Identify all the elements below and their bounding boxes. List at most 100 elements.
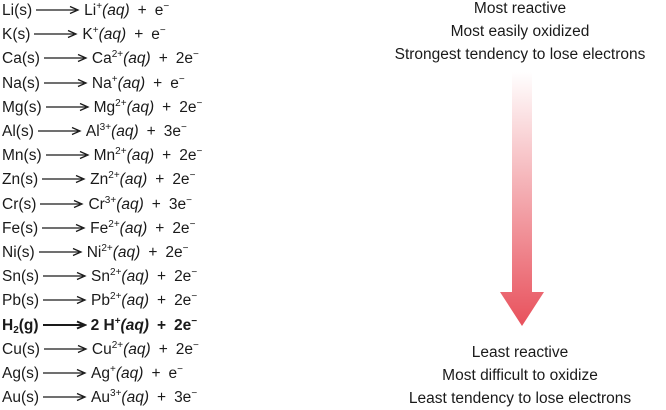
ion-charge: 2+ <box>101 243 113 254</box>
ion-state: (aq) <box>119 219 148 237</box>
reactant-symbol: Sn <box>2 268 21 286</box>
electrons: 2e <box>179 98 197 116</box>
reactant: Li(s) <box>2 0 32 22</box>
electrons: 2e <box>174 292 192 310</box>
plus-sign: + <box>146 123 156 140</box>
electron-charge: − <box>186 194 192 206</box>
products: Zn2+(aq) +2e− <box>90 169 195 191</box>
reactant: Na(s) <box>2 73 40 95</box>
plus-sign: + <box>153 74 163 92</box>
ion-symbol: Li <box>84 2 97 19</box>
reactant-state: (s) <box>20 219 39 237</box>
reaction-arrow-icon <box>36 5 80 15</box>
reactant-state: (s) <box>16 244 35 261</box>
electrons: 2e <box>175 50 194 68</box>
reactant-state: (s) <box>21 74 40 92</box>
note-most-easily-oxidized: Most easily oxidized <box>450 23 590 40</box>
products: Fe2+(aq) +2e− <box>90 218 195 240</box>
ion-state: (aq) <box>112 244 141 261</box>
reactant-state: (s) <box>21 340 40 358</box>
reactant: Cr(s) <box>2 194 36 216</box>
plus-sign: + <box>157 292 167 310</box>
ion-state: (aq) <box>102 2 130 19</box>
reactant-symbol: Na <box>2 74 22 92</box>
reaction-arrow-icon <box>43 296 87 305</box>
reactant-state: (s) <box>20 171 39 189</box>
reaction-row: Ni(s) Ni2+(aq) +2e− <box>2 242 189 264</box>
ion-charge: 3+ <box>104 194 117 206</box>
reactant-symbol: Au <box>2 389 21 407</box>
plus-sign: + <box>137 2 147 19</box>
electrons: 3e <box>168 195 187 213</box>
reaction-arrow-icon <box>43 368 87 378</box>
products: Pb2+(aq) +2e− <box>91 290 197 312</box>
note-least-tendency: Least tendency to lose electrons <box>408 390 632 407</box>
ion-charge: 3+ <box>110 388 122 400</box>
plus-sign: + <box>134 26 144 44</box>
reaction-row: Ca(s) Ca2+(aq) +2e− <box>2 48 199 70</box>
reaction-arrow-icon <box>42 223 86 232</box>
products: 2 H+(aq) +2e− <box>91 315 198 337</box>
ion-coefficient: 2 <box>90 316 104 334</box>
ion-symbol: Cu <box>91 340 112 358</box>
reactant-state: (s) <box>12 26 31 44</box>
ion-symbol: Pb <box>91 292 111 310</box>
reactant: Al(s) <box>2 121 34 143</box>
reactant-state: (s) <box>23 98 42 116</box>
ion-charge: 2+ <box>111 339 124 351</box>
ion-state: (aq) <box>121 268 149 286</box>
products: Mg2+(aq) +2e− <box>94 97 203 119</box>
reactant: Zn(s) <box>2 169 38 191</box>
electron-charge: − <box>193 339 199 351</box>
ion-charge: 2+ <box>115 146 127 158</box>
reaction-row: Fe(s) Fe2+(aq) +2e− <box>2 218 195 240</box>
reaction-arrow-icon <box>42 175 86 184</box>
ion-charge: + <box>110 364 116 375</box>
reactant: Fe(s) <box>2 218 38 240</box>
ion-state: (aq) <box>123 50 151 68</box>
electrons: e <box>170 74 179 92</box>
ion-charge: + <box>96 1 103 12</box>
electron-charge: − <box>180 122 187 133</box>
top-notes: Most reactive Most easily oxidized Stron… <box>370 0 666 66</box>
ion-symbol: Al <box>85 123 100 140</box>
ion-charge: 2+ <box>115 97 127 109</box>
plus-sign: + <box>162 147 172 165</box>
ion-charge: 2+ <box>108 218 120 230</box>
plus-sign: + <box>158 340 168 358</box>
reactant: H2(g) <box>2 315 39 337</box>
electrons: 2e <box>174 316 192 334</box>
ion-state: (aq) <box>111 123 139 140</box>
ion-charge: 3+ <box>99 122 112 133</box>
reactant: Mn(s) <box>2 145 42 167</box>
electron-charge: − <box>159 25 166 37</box>
reactant-symbol: Cr <box>2 195 19 213</box>
reaction-arrow-icon <box>45 102 90 111</box>
reactant-symbol: Pb <box>2 292 21 310</box>
ion-symbol: H <box>103 316 115 334</box>
ion-symbol: Sn <box>91 268 111 286</box>
ion-symbol: Au <box>91 389 111 407</box>
plus-sign: + <box>155 219 165 237</box>
reactant-symbol: Zn <box>2 171 21 189</box>
ion-symbol: Ni <box>86 244 102 261</box>
reactant-state: (s) <box>21 50 40 68</box>
reactant-state: (g) <box>18 316 39 334</box>
electron-charge: − <box>163 1 170 12</box>
ion-state: (aq) <box>126 147 155 165</box>
reaction-arrow-icon <box>43 344 88 353</box>
reaction-row: Zn(s) Zn2+(aq) +2e− <box>2 169 195 191</box>
products: Mn2+(aq) +2e− <box>94 145 203 167</box>
reaction-row: Al(s) Al3+(aq) +3e− <box>2 121 187 143</box>
reactant: Ni(s) <box>2 242 35 264</box>
electron-charge: − <box>196 97 203 109</box>
electron-charge: − <box>189 170 196 182</box>
ion-state: (aq) <box>98 26 127 44</box>
ion-symbol: Ca <box>91 50 112 68</box>
reaction-arrow-icon <box>43 392 87 402</box>
ion-symbol: Cr <box>88 195 105 213</box>
note-strongest-tendency: Strongest tendency to lose electrons <box>394 46 646 63</box>
ion-charge: + <box>111 73 118 85</box>
reactant-state: (s) <box>20 292 40 310</box>
products: Na+(aq) + e− <box>92 73 185 95</box>
